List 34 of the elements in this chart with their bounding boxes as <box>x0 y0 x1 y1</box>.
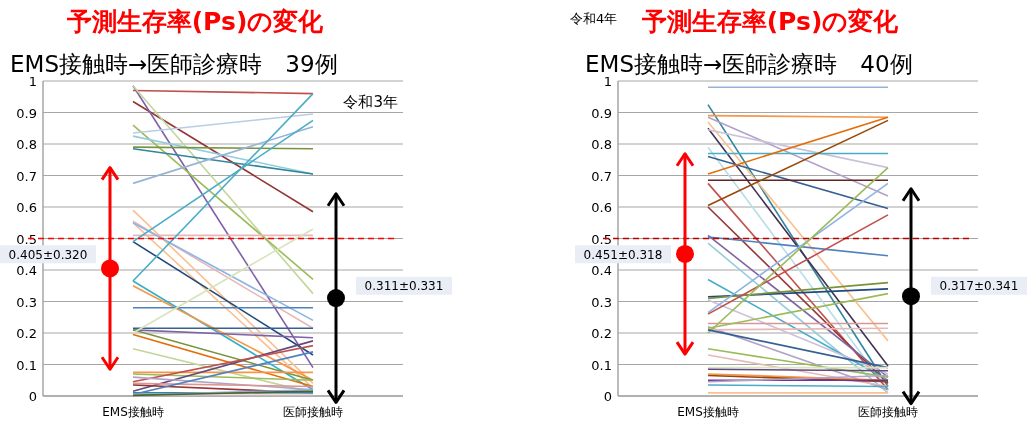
y-tick-label: 0.3 <box>591 294 612 310</box>
data-label: 0.317±0.341 <box>939 279 1019 294</box>
chart-title: 予測生存率(Ps)の変化 <box>65 7 325 36</box>
y-tick-label: 1 <box>28 74 37 89</box>
y-tick-label: 0.6 <box>16 200 37 215</box>
y-tick-label: 0 <box>603 389 612 404</box>
y-tick-label: 0.4 <box>16 263 37 278</box>
y-tick-label: 0.7 <box>591 168 612 184</box>
y-tick-label: 1 <box>603 74 612 89</box>
annotation: 令和3年 <box>343 93 398 111</box>
y-tick-label: 0.8 <box>16 137 37 152</box>
y-tick-label: 0.9 <box>591 105 612 121</box>
chart-title: 予測生存率(Ps)の変化 <box>640 7 900 36</box>
chart-subtitle: EMS接触時→医師診療時 40例 <box>585 51 913 77</box>
y-tick-label: 0.1 <box>16 357 37 373</box>
x-tick-label: EMS接触時 <box>677 405 739 419</box>
y-tick-label: 0.6 <box>591 200 612 215</box>
y-tick-label: 0 <box>28 389 37 404</box>
x-tick-label: 医師接触時 <box>283 405 343 419</box>
y-tick-label: 0.4 <box>591 263 612 278</box>
y-tick-label: 0.2 <box>16 326 37 341</box>
chart-subtitle: EMS接触時→医師診療時 39例 <box>10 51 338 77</box>
y-tick-label: 0.8 <box>591 137 612 152</box>
y-tick-label: 0.3 <box>16 294 37 310</box>
y-tick-label: 0.1 <box>591 357 612 373</box>
y-tick-label: 0.7 <box>16 168 37 184</box>
y-tick-label: 0.2 <box>591 326 612 341</box>
x-tick-label: 医師接触時 <box>858 405 918 419</box>
data-label: 0.405±0.320 <box>8 247 88 262</box>
text: 令和4年 <box>570 11 618 26</box>
x-tick-label: EMS接触時 <box>102 405 164 419</box>
data-label: 0.451±0.318 <box>583 247 663 262</box>
y-tick-label: 0.9 <box>16 105 37 121</box>
data-label: 0.311±0.331 <box>364 279 444 294</box>
